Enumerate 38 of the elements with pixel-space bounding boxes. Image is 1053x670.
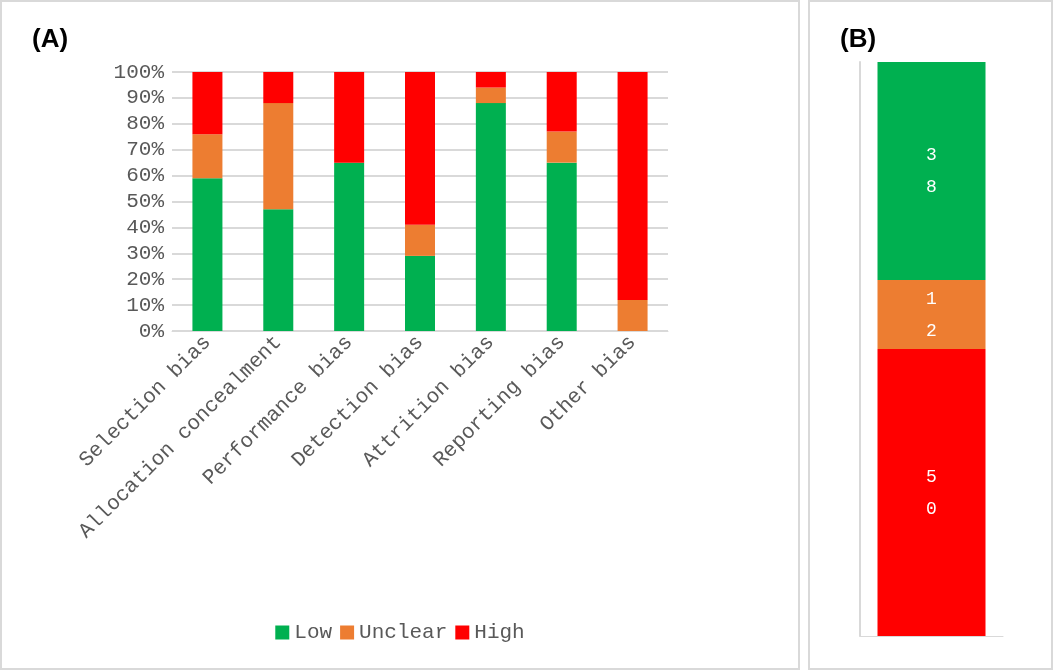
bar <box>617 72 648 300</box>
bar <box>475 87 506 104</box>
y-tick-label: 80% <box>126 112 165 136</box>
chart-title: (B) <box>840 23 877 53</box>
y-tick-label: 40% <box>126 215 165 239</box>
bar <box>475 103 506 331</box>
bar <box>546 162 577 331</box>
bar <box>263 103 294 210</box>
bar <box>263 209 294 331</box>
bar <box>192 72 223 135</box>
bar <box>405 72 435 225</box>
y-tick-label: 30% <box>126 241 165 265</box>
y-tick-label: 0% <box>138 319 165 343</box>
y-tick-label: 70% <box>126 138 165 162</box>
legend-label: Unclear <box>359 621 448 644</box>
bar <box>546 131 577 163</box>
bar <box>334 72 365 163</box>
bar <box>405 255 435 331</box>
bar <box>334 162 365 331</box>
legend-label: Low <box>294 621 333 644</box>
bar <box>192 134 223 179</box>
y-tick-label: 50% <box>126 190 165 213</box>
data-label: 5 0 <box>926 466 937 519</box>
bar <box>475 72 506 88</box>
chart-title: (A) <box>32 23 69 53</box>
data-label: 1 2 <box>926 288 937 341</box>
bar <box>192 178 223 331</box>
bar <box>617 299 648 331</box>
data-label: 3 8 <box>926 145 937 198</box>
y-tick-label: 20% <box>126 267 165 291</box>
y-tick-label: 10% <box>126 293 165 317</box>
bar <box>405 224 435 256</box>
legend-label: High <box>474 621 525 644</box>
bar <box>546 72 577 132</box>
bar <box>263 72 294 104</box>
y-tick-label: 100% <box>113 60 165 84</box>
y-tick-label: 90% <box>126 86 165 110</box>
y-tick-label: 60% <box>126 164 165 188</box>
